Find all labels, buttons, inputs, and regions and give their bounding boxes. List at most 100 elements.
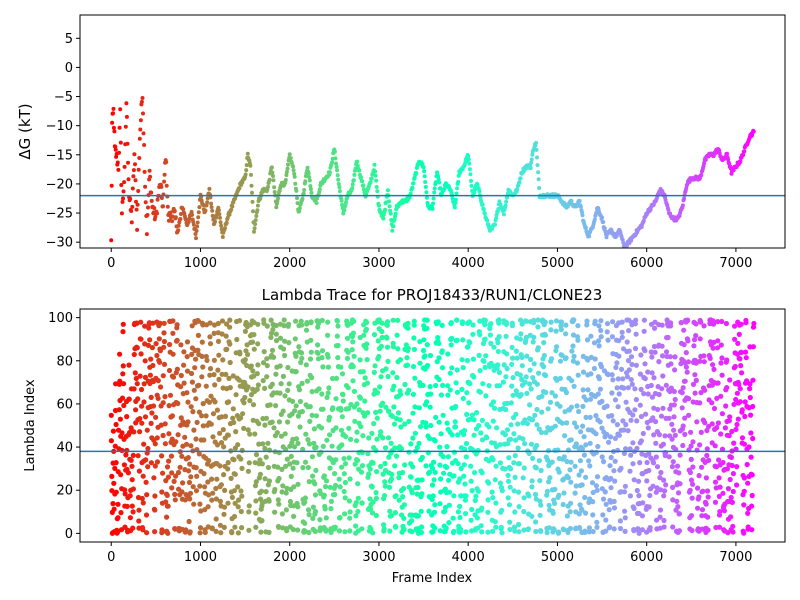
lambda-point: [349, 347, 355, 353]
lambda-point: [307, 356, 314, 362]
lambda-point: [542, 319, 548, 325]
lambda-point: [696, 494, 702, 500]
lambda-point: [235, 530, 241, 536]
lambda-point: [478, 430, 484, 436]
lambda-point: [299, 322, 305, 328]
lambda-point: [112, 465, 118, 471]
lambda-point: [201, 471, 207, 477]
lambda-point: [388, 440, 394, 446]
lambda-point: [281, 346, 287, 352]
lambda-point: [701, 323, 707, 329]
lambda-point: [312, 492, 319, 498]
dg-point: [147, 168, 152, 173]
lambda-point: [446, 477, 452, 483]
lambda-point: [589, 480, 596, 486]
lambda-point: [266, 529, 272, 536]
lambda-point: [660, 405, 666, 411]
lambda-point: [295, 440, 301, 446]
dg-point: [454, 191, 459, 196]
lambda-point: [671, 402, 677, 408]
dg-point: [357, 168, 362, 173]
lambda-point: [202, 484, 208, 490]
lambda-point: [429, 482, 436, 488]
lambda-point: [731, 440, 737, 446]
lambda-point: [294, 460, 300, 466]
lambda-point: [144, 530, 150, 536]
lambda-point: [165, 503, 171, 509]
lambda-point: [557, 375, 564, 381]
lambda-point: [645, 369, 651, 375]
lambda-point: [508, 400, 514, 406]
lambda-point: [129, 477, 135, 483]
lambda-point: [384, 335, 390, 341]
lambda-point: [215, 330, 221, 336]
lambda-point: [291, 513, 297, 520]
lambda-point: [365, 410, 371, 416]
lambda-point: [594, 474, 601, 480]
lambda-point: [129, 463, 135, 469]
lambda-point: [285, 364, 291, 371]
lambda-point: [573, 483, 579, 489]
lambda-point: [701, 353, 707, 359]
lambda-point: [688, 429, 694, 435]
lambda-point: [116, 407, 122, 413]
lambda-point: [263, 454, 269, 460]
lambda-point: [634, 487, 640, 494]
lambda-point: [642, 348, 648, 354]
lambda-point: [435, 335, 441, 341]
lambda-point: [354, 438, 360, 444]
lambda-point: [200, 364, 206, 370]
lambda-point: [276, 419, 282, 425]
lambda-point: [422, 353, 428, 359]
lambda-point: [603, 501, 609, 507]
lambda-point: [460, 365, 466, 371]
lambda-point: [113, 489, 119, 495]
lambda-point: [137, 373, 143, 379]
dg-point: [193, 232, 198, 236]
lambda-point: [408, 441, 414, 447]
lambda-point: [346, 498, 352, 504]
lambda-point: [370, 530, 376, 536]
lambda-point: [134, 381, 140, 387]
lambda-point: [509, 323, 515, 329]
dg-point: [182, 211, 187, 216]
lambda-point: [312, 509, 319, 515]
lambda-point: [333, 482, 339, 488]
lambda-point: [686, 396, 692, 402]
lambda-y-axis-label: Lambda Index: [23, 379, 38, 472]
lambda-point: [325, 390, 331, 396]
lambda-point: [519, 354, 525, 360]
lambda-point: [676, 470, 682, 476]
dg-point: [267, 177, 272, 182]
lambda-point: [296, 344, 302, 350]
lambda-point: [672, 432, 678, 438]
lambda-point: [703, 501, 709, 507]
dg-point: [117, 125, 122, 130]
lambda-point: [595, 391, 601, 397]
dg-point: [170, 219, 175, 224]
lambda-point: [179, 453, 185, 459]
dg-y-tick-label: 5: [65, 32, 73, 47]
lambda-point: [306, 529, 312, 536]
lambda-point: [533, 528, 539, 535]
lambda-point: [579, 446, 586, 452]
dg-point: [604, 235, 609, 240]
lambda-point: [471, 417, 477, 423]
lambda-point: [736, 331, 742, 337]
lambda-point: [328, 506, 334, 512]
lambda-point: [184, 368, 191, 374]
lambda-point: [342, 511, 348, 517]
dg-y-tick-label: −10: [46, 119, 73, 134]
dg-point: [530, 152, 535, 157]
lambda-point: [499, 530, 505, 536]
lambda-point: [262, 476, 268, 482]
lambda-point: [135, 396, 141, 402]
dg-point: [119, 183, 124, 187]
dg-point: [152, 206, 157, 211]
lambda-point: [587, 396, 594, 402]
lambda-point: [374, 469, 380, 475]
lambda-point: [181, 362, 187, 368]
lambda-point: [369, 510, 376, 516]
lambda-point: [497, 442, 503, 448]
lambda-point: [149, 345, 155, 351]
